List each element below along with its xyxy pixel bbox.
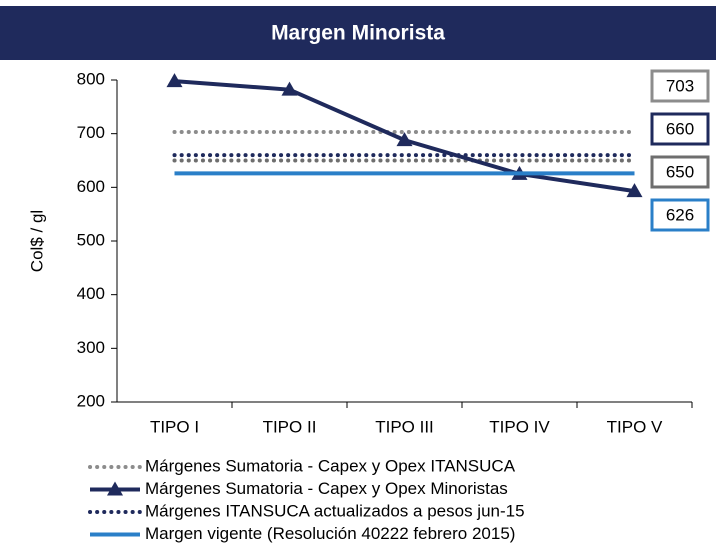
x-tick-label: TIPO II (263, 417, 317, 436)
legend-marker (107, 481, 123, 496)
marker (626, 183, 643, 198)
y-tick-label: 600 (77, 177, 105, 196)
y-tick-label: 800 (77, 69, 105, 88)
y-tick-label: 700 (77, 123, 105, 142)
x-tick-label: TIPO III (375, 417, 434, 436)
marker (166, 73, 183, 88)
legend-label: Márgenes Sumatoria - Capex y Opex Minori… (145, 479, 508, 498)
value-label: 703 (666, 76, 694, 95)
value-label: 626 (666, 205, 694, 224)
value-label: 660 (666, 119, 694, 138)
x-tick-label: TIPO I (150, 417, 199, 436)
y-tick-label: 200 (77, 391, 105, 410)
y-axis-label: Col$ / gl (27, 210, 46, 272)
chart-title: Margen Minorista (271, 22, 445, 45)
y-tick-label: 400 (77, 284, 105, 303)
value-box (650, 155, 710, 189)
value-label: 650 (666, 162, 694, 181)
y-tick-label: 300 (77, 338, 105, 357)
legend-label: Márgenes ITANSUCA actualizados a pesos j… (145, 501, 525, 520)
value-box (650, 198, 710, 232)
legend-label: Márgenes Sumatoria - Capex y Opex ITANSU… (145, 456, 516, 475)
value-box (650, 112, 710, 146)
x-tick-label: TIPO V (607, 417, 663, 436)
marker (281, 81, 298, 96)
y-tick-label: 500 (77, 230, 105, 249)
title-bar (0, 6, 716, 60)
x-tick-label: TIPO IV (489, 417, 550, 436)
legend-label: Margen vigente (Resolución 40222 febrero… (145, 524, 515, 543)
value-box (650, 69, 710, 103)
marker (396, 132, 413, 147)
